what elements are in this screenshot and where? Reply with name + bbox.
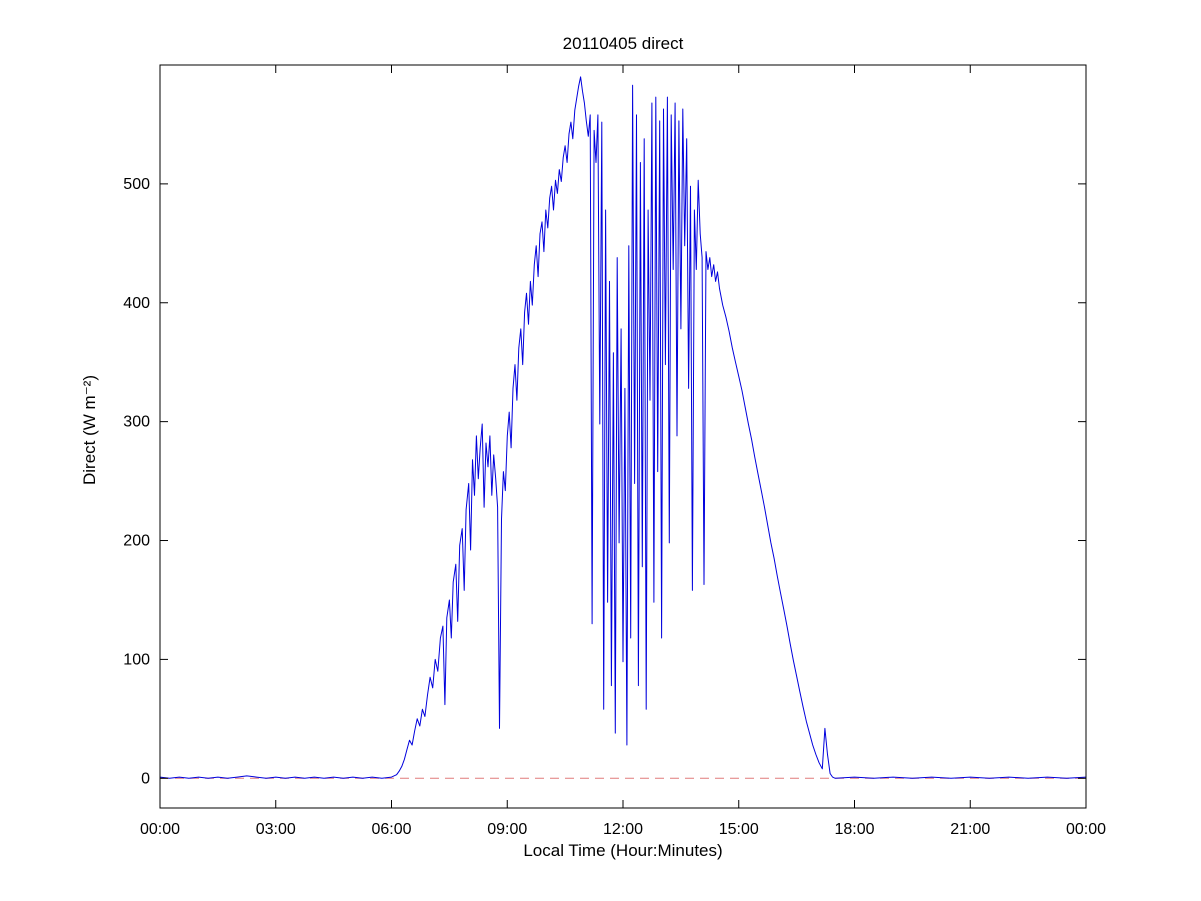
- y-tick-label: 0: [141, 770, 150, 787]
- y-tick-label: 200: [123, 533, 150, 550]
- y-tick-label: 400: [123, 295, 150, 312]
- x-tick-label: 21:00: [950, 821, 990, 838]
- y-tick-label: 300: [123, 414, 150, 431]
- x-tick-label: 15:00: [719, 821, 759, 838]
- y-axis-label: Direct (W m⁻²): [80, 374, 99, 486]
- x-tick-label: 12:00: [603, 821, 643, 838]
- axes-box: [159, 64, 1087, 809]
- y-tick-label: 100: [123, 651, 150, 668]
- x-tick-label: 18:00: [834, 821, 874, 838]
- x-tick-label: 09:00: [487, 821, 527, 838]
- chart-title: 20110405 direct: [562, 34, 684, 53]
- x-tick-label: 00:00: [140, 821, 180, 838]
- x-tick-label: 03:00: [256, 821, 296, 838]
- series-line-direct-irradiance: [159, 76, 1087, 779]
- y-tick-label: 500: [123, 176, 150, 193]
- x-tick-label: 00:00: [1066, 821, 1106, 838]
- x-axis-label: Local Time (Hour:Minutes): [523, 841, 723, 860]
- x-tick-label: 06:00: [371, 821, 411, 838]
